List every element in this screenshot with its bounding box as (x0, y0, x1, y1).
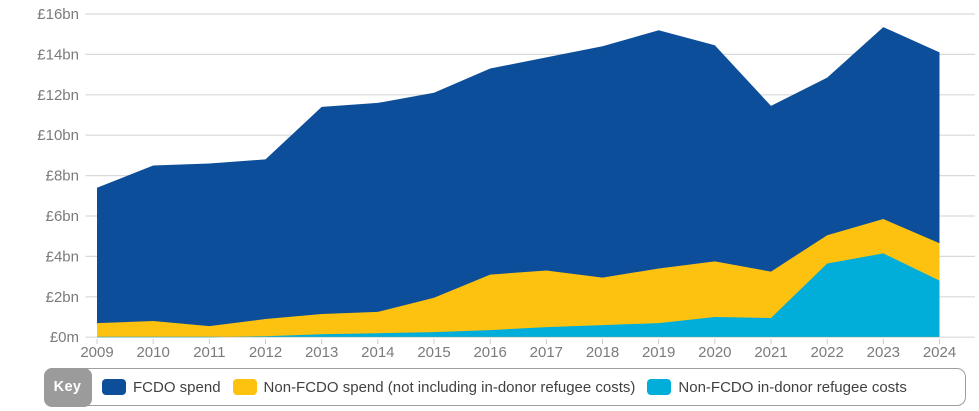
x-tick-label: 2023 (867, 344, 900, 361)
area-fcdo-spend (97, 27, 940, 337)
x-tick-label: 2024 (923, 344, 956, 361)
x-tick-label: 2013 (305, 344, 338, 361)
stacked-area-chart: £16bn£14bn£12bn£10bn£8bn£6bn£4bn£2bn£0m2… (37, 6, 975, 361)
x-tick-label: 2022 (810, 344, 843, 361)
legend-item-fcdo-spend: FCDO spend (102, 379, 221, 396)
x-tick-label: 2015 (417, 344, 450, 361)
x-tick-label: 2020 (698, 344, 731, 361)
x-tick-label: 2011 (193, 344, 225, 361)
chart-legend: Key FCDO spend Non-FCDO spend (not inclu… (43, 367, 966, 407)
y-tick-label: £2bn (46, 289, 79, 306)
y-tick-label: £4bn (46, 248, 79, 265)
legend-key-badge: Key (43, 367, 92, 407)
legend-swatch-refugee-costs (647, 379, 672, 395)
y-tick-label: £0m (50, 329, 79, 346)
area-non-fcdo-spend-not-including-in-donor-refugee-costs (97, 219, 940, 337)
legend-label-fcdo-spend: FCDO spend (133, 378, 221, 396)
x-tick-label: 2021 (754, 344, 787, 361)
y-tick-label: £10bn (37, 127, 79, 144)
area-non-fcdo-in-donor-refugee-costs (97, 253, 940, 338)
legend-key-label: Key (53, 379, 82, 395)
y-tick-label: £12bn (37, 87, 79, 104)
x-tick-label: 2018 (586, 344, 619, 361)
y-tick-label: £8bn (46, 168, 79, 185)
x-tick-label: 2012 (249, 344, 282, 361)
legend-items: FCDO spend Non-FCDO spend (not including… (102, 379, 907, 396)
y-tick-label: £14bn (37, 46, 79, 63)
y-tick-label: £16bn (37, 6, 79, 23)
legend-label-non-fcdo-spend: Non-FCDO spend (not including in-donor r… (263, 378, 636, 396)
legend-swatch-fcdo-spend (102, 379, 126, 395)
x-tick-label: 2016 (473, 344, 506, 361)
x-tick-label: 2019 (642, 344, 675, 361)
legend-label-refugee-costs: Non-FCDO in-donor refugee costs (678, 378, 907, 396)
x-tick-label: 2009 (80, 344, 113, 361)
legend-item-non-fcdo-spend: Non-FCDO spend (not including in-donor r… (232, 378, 636, 396)
y-tick-label: £6bn (46, 208, 79, 225)
x-tick-label: 2010 (136, 344, 169, 361)
legend-item-refugee-costs: Non-FCDO in-donor refugee costs (647, 378, 907, 396)
x-tick-label: 2017 (530, 344, 563, 361)
legend-swatch-non-fcdo-spend (232, 379, 257, 395)
x-tick-label: 2014 (361, 344, 394, 361)
